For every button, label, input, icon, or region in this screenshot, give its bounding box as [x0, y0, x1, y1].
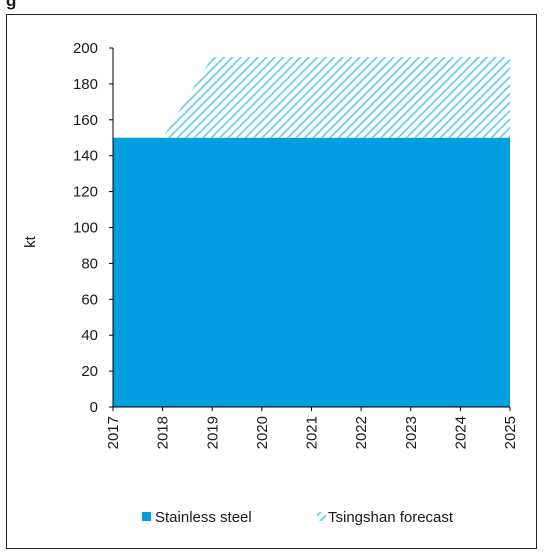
- legend-swatch-stainless-steel: [142, 512, 151, 521]
- x-tick-label: 2025: [502, 416, 519, 449]
- y-tick-label: 140: [73, 148, 98, 165]
- x-tick-label: 2018: [155, 416, 172, 449]
- x-tick-label: 2019: [204, 416, 221, 449]
- chart-frame: [6, 14, 537, 549]
- chart-title-strip: g: [0, 0, 544, 14]
- x-tick-label: 2023: [403, 416, 420, 449]
- x-tick-label: 2024: [452, 416, 469, 449]
- x-tick-label: 2017: [105, 416, 122, 449]
- y-tick-label: 100: [73, 220, 98, 237]
- y-axis-label: kt: [22, 235, 39, 248]
- y-tick-label: 160: [73, 112, 98, 129]
- x-tick-label: 2022: [353, 416, 370, 449]
- series-tsingshan-forecast-area: [162, 56, 510, 138]
- series-stainless-steel-area: [113, 137, 510, 407]
- legend-label-tsingshan-forecast: Tsingshan forecast: [328, 509, 454, 526]
- x-tick-label: 2020: [254, 416, 271, 449]
- y-tick-label: 20: [81, 363, 98, 380]
- y-tick-label: 80: [81, 255, 98, 272]
- y-tick-label: 200: [73, 40, 98, 57]
- legend-label-stainless-steel: Stainless steel: [155, 509, 252, 526]
- x-tick-label: 2021: [304, 416, 321, 449]
- y-tick-label: 60: [81, 291, 98, 308]
- y-tick-label: 40: [81, 327, 98, 344]
- legend-swatch-tsingshan-forecast: [317, 512, 326, 521]
- chart-title: g: [6, 0, 17, 10]
- y-tick-label: 180: [73, 76, 98, 93]
- y-tick-label: 0: [90, 399, 98, 416]
- y-tick-label: 120: [73, 184, 98, 201]
